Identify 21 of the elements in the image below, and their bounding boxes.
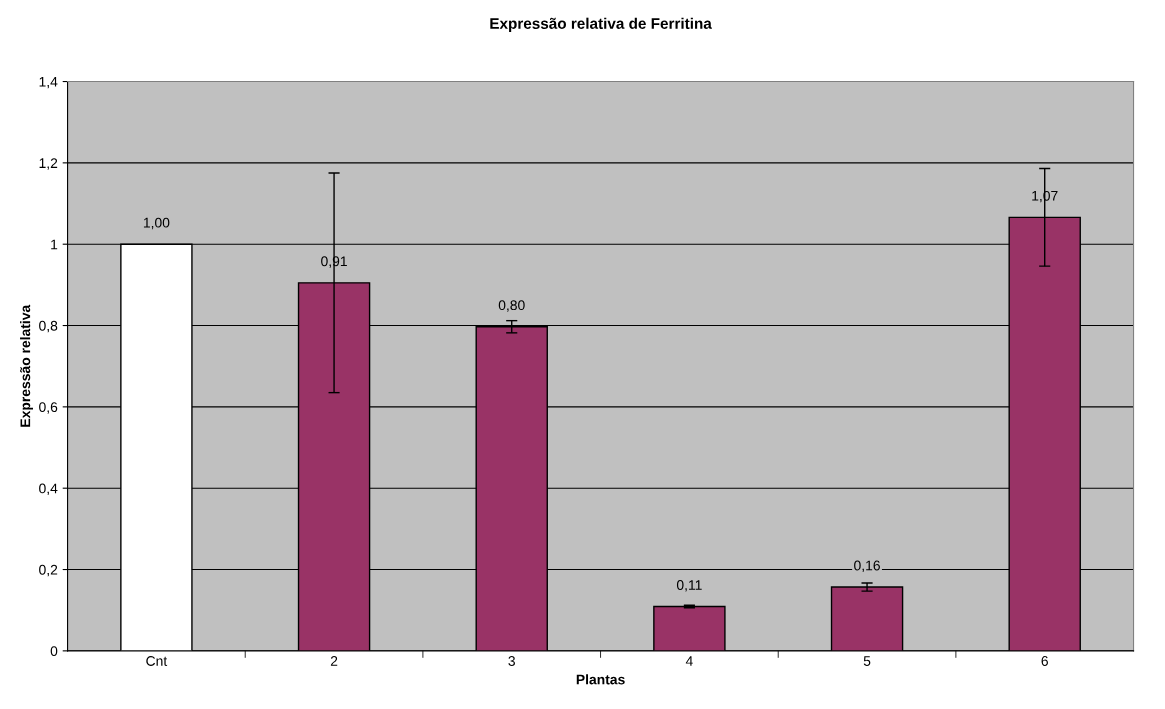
y-axis-title: Expressão relativa — [20, 304, 33, 427]
x-tick-label: 2 — [330, 656, 338, 666]
y-tick-label: 0,2 — [39, 564, 58, 577]
y-tick-label: 0,8 — [39, 320, 58, 333]
y-tick-label: 1,2 — [39, 158, 58, 170]
x-tick-label: 6 — [1041, 656, 1048, 666]
data-label: 0,16 — [854, 560, 880, 573]
y-tick-label: 1 — [51, 239, 58, 250]
x-tick-label: 5 — [863, 656, 871, 666]
x-tick-label: 3 — [508, 656, 515, 666]
x-axis-title: Plantas — [576, 674, 625, 685]
data-label: 0,80 — [498, 300, 525, 312]
y-tick-label: 0,6 — [39, 402, 58, 414]
x-tick-label: Cnt — [146, 656, 168, 666]
chart-title: Expressão relativa de Ferritina — [490, 17, 712, 32]
data-label: 1,00 — [143, 217, 170, 230]
y-tick-label: 0,4 — [39, 483, 58, 496]
y-tick-label: 0 — [50, 646, 58, 657]
data-label: 0,11 — [676, 580, 702, 592]
x-tick-label: 4 — [685, 656, 693, 666]
y-tick-label: 1,4 — [39, 77, 58, 89]
